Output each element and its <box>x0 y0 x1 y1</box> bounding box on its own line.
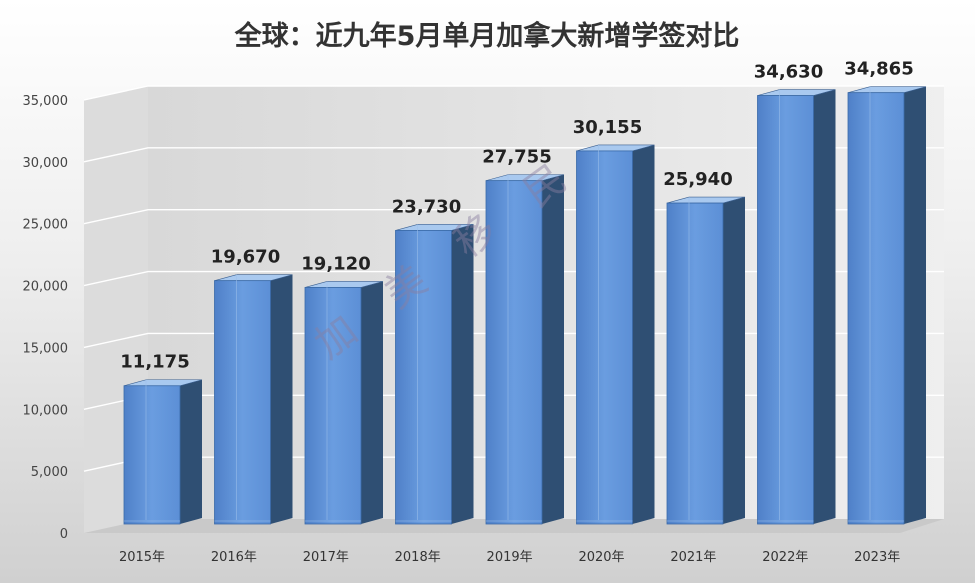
bar-front <box>123 385 181 525</box>
value-label: 25,940 <box>663 169 732 190</box>
y-tick-label: 10,000 <box>23 403 69 418</box>
bar-side <box>904 86 926 525</box>
bar <box>395 224 474 525</box>
bar-side <box>813 89 836 525</box>
x-tick-label: 2021年 <box>670 550 716 565</box>
bar-front <box>395 230 452 525</box>
grid-line <box>83 147 944 163</box>
x-tick-label: 2022年 <box>762 550 808 565</box>
value-label: 27,755 <box>482 147 551 168</box>
x-tick-label: 2015年 <box>119 550 165 565</box>
bar-front <box>485 180 543 525</box>
value-label: 11,175 <box>120 352 189 373</box>
chart-title: 全球：近九年5月单月加拿大新增学签对比 <box>234 20 740 52</box>
value-label: 34,630 <box>754 62 823 83</box>
bar <box>123 379 203 525</box>
bar <box>666 196 746 525</box>
bar-side <box>361 281 383 524</box>
bar <box>576 144 655 525</box>
bar-front <box>304 287 362 525</box>
bar <box>214 274 293 525</box>
bar-side <box>632 144 655 524</box>
bar-front <box>847 92 905 525</box>
y-tick-label: 0 <box>60 527 68 542</box>
bars <box>123 86 927 525</box>
y-tick-label: 20,000 <box>23 280 69 295</box>
bar-front <box>757 95 814 525</box>
bar-front <box>214 280 271 525</box>
y-tick-label: 5,000 <box>31 465 68 480</box>
value-label: 34,865 <box>844 59 913 80</box>
x-tick-label: 2016年 <box>211 550 257 565</box>
grid-line <box>83 85 944 101</box>
bar-side <box>180 379 202 524</box>
bar-side <box>270 274 293 524</box>
bar <box>847 86 927 525</box>
x-tick-label: 2020年 <box>578 550 624 565</box>
y-axis-ticks: 0 5,000 10,000 15,000 20,000 25,000 30,000 35,0… <box>23 94 69 542</box>
bar-front <box>666 202 724 525</box>
bar-side <box>542 174 564 525</box>
x-tick-label: 2023年 <box>854 550 900 565</box>
y-tick-label: 15,000 <box>23 341 69 356</box>
x-tick-label: 2018年 <box>395 550 441 565</box>
y-tick-label: 30,000 <box>23 156 69 171</box>
value-label: 23,730 <box>392 196 461 217</box>
floor <box>84 519 944 533</box>
x-tick-label: 2019年 <box>487 550 533 565</box>
y-tick-label: 35,000 <box>23 94 69 109</box>
bar-front <box>576 150 633 525</box>
value-labels: 11,175 19,670 19,120 23,730 27,755 30,155 25,9… <box>120 59 913 373</box>
bar-side <box>451 224 474 524</box>
bar-side <box>723 197 745 524</box>
x-tick-label: 2017年 <box>303 550 349 565</box>
value-label: 19,670 <box>211 247 280 268</box>
bar <box>757 89 836 525</box>
x-axis-ticks: 2015年 2016年 2017年 2018年 2019年 2020年 2021年 2022年… <box>119 550 900 565</box>
value-label: 30,155 <box>573 117 642 138</box>
bar <box>304 281 384 525</box>
y-tick-label: 25,000 <box>23 218 69 233</box>
bar <box>485 174 565 525</box>
value-label: 19,120 <box>301 253 370 274</box>
